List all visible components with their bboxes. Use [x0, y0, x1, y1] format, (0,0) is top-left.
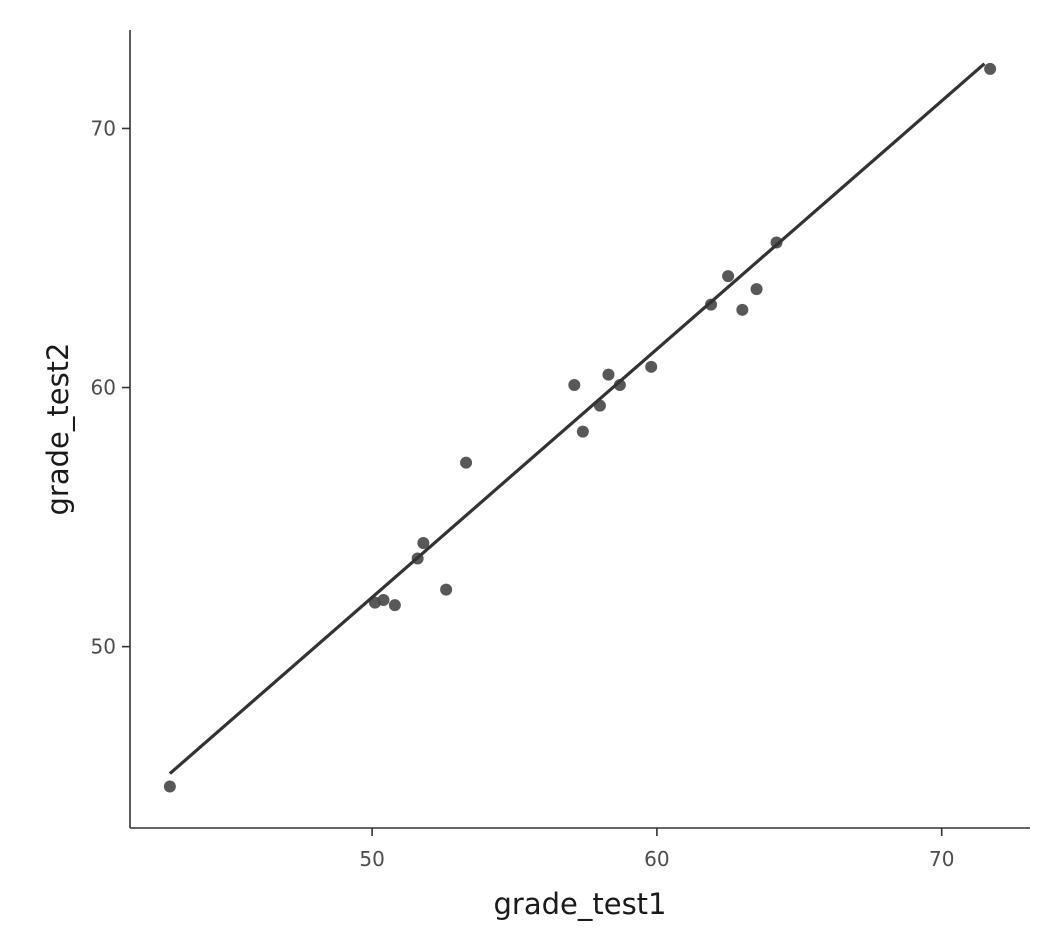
data-point — [163, 780, 176, 793]
data-point — [645, 360, 658, 373]
x-tick-label: 50 — [359, 847, 384, 871]
x-tick-label: 60 — [644, 847, 669, 871]
data-point — [722, 270, 735, 283]
ticks: 50 60 70 50 60 70 — [91, 116, 955, 871]
data-point — [602, 368, 615, 381]
y-tick-label: 50 — [91, 635, 116, 659]
data-point — [377, 594, 390, 606]
y-tick-label: 60 — [91, 376, 116, 400]
x-axis-title: grade_test1 — [494, 887, 667, 921]
data-point — [750, 283, 763, 296]
data-point — [576, 425, 589, 438]
points-layer — [163, 62, 997, 793]
y-tick-label: 70 — [91, 116, 116, 140]
data-point — [388, 599, 401, 612]
data-point — [736, 303, 749, 316]
data-point — [705, 298, 718, 311]
data-point — [440, 583, 453, 596]
fit-line-layer — [168, 62, 986, 775]
y-axis-title: grade_test2 — [41, 343, 75, 516]
axes — [129, 30, 1030, 829]
x-tick-label: 70 — [929, 847, 954, 871]
regression-line — [168, 62, 986, 775]
data-point — [417, 537, 430, 549]
data-point — [460, 456, 473, 469]
data-point — [568, 378, 581, 391]
data-point — [984, 62, 997, 75]
